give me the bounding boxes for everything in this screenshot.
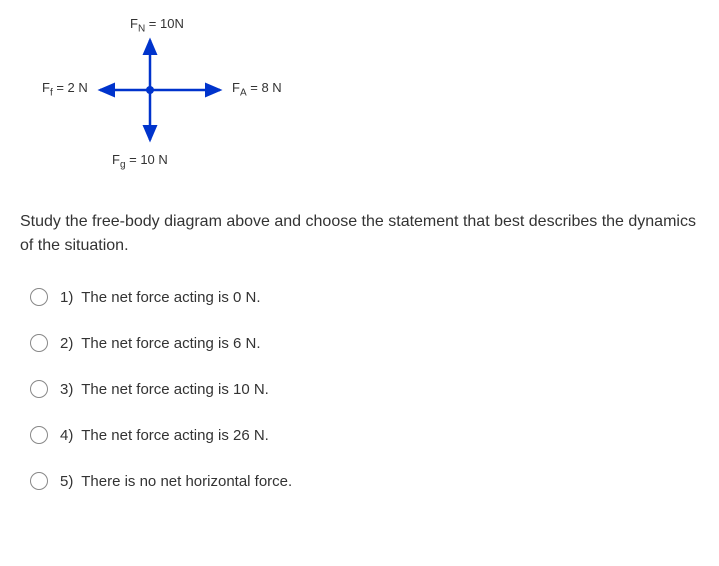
option-number: 5) <box>60 473 73 490</box>
option-number: 3) <box>60 381 73 398</box>
force-label-down: Fg = 10 N <box>112 152 168 171</box>
option-2[interactable]: 2) The net force acting is 6 N. <box>30 334 699 352</box>
option-3[interactable]: 3) The net force acting is 10 N. <box>30 380 699 398</box>
option-label: 3) The net force acting is 10 N. <box>60 381 269 398</box>
option-4[interactable]: 4) The net force acting is 26 N. <box>30 426 699 444</box>
option-label: 4) The net force acting is 26 N. <box>60 427 269 444</box>
radio-button[interactable] <box>30 334 48 352</box>
option-number: 4) <box>60 427 73 444</box>
option-5[interactable]: 5) There is no net horizontal force. <box>30 472 699 490</box>
options-list: 1) The net force acting is 0 N. 2) The ne… <box>20 288 699 490</box>
force-label-left: Ff = 2 N <box>42 80 88 99</box>
radio-button[interactable] <box>30 472 48 490</box>
radio-button[interactable] <box>30 288 48 306</box>
force-label-up: FN = 10N <box>130 16 184 35</box>
option-text: The net force acting is 26 N. <box>77 427 269 444</box>
option-text: The net force acting is 10 N. <box>77 381 269 398</box>
radio-button[interactable] <box>30 380 48 398</box>
question-text: Study the free-body diagram above and ch… <box>20 210 699 258</box>
radio-button[interactable] <box>30 426 48 444</box>
option-label: 2) The net force acting is 6 N. <box>60 335 261 352</box>
option-text: The net force acting is 0 N. <box>77 289 260 306</box>
option-number: 2) <box>60 335 73 352</box>
option-label: 1) The net force acting is 0 N. <box>60 289 261 306</box>
force-label-right: FA = 8 N <box>232 80 282 99</box>
free-body-diagram: FN = 10N Fg = 10 N Ff = 2 N FA = 8 N <box>20 10 300 190</box>
option-text: There is no net horizontal force. <box>77 473 292 490</box>
option-1[interactable]: 1) The net force acting is 0 N. <box>30 288 699 306</box>
option-text: The net force acting is 6 N. <box>77 335 260 352</box>
option-number: 1) <box>60 289 73 306</box>
option-label: 5) There is no net horizontal force. <box>60 473 292 490</box>
